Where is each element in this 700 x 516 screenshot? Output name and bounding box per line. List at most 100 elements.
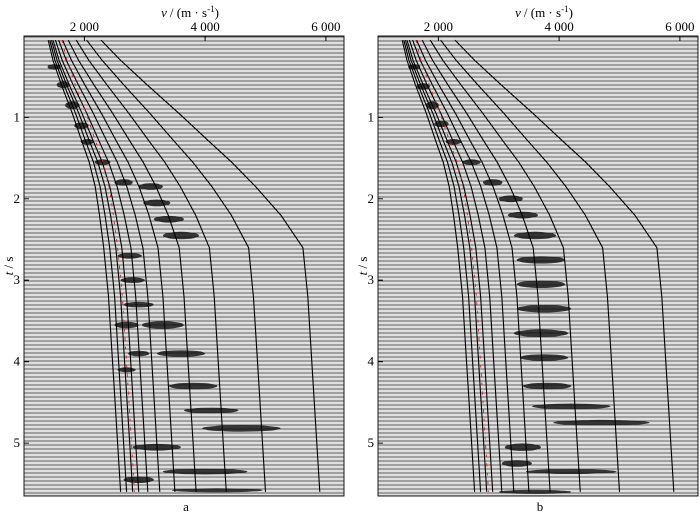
xlabel-sep: /	[524, 5, 531, 20]
x-tick-label: 2 000	[70, 19, 99, 34]
xlabel-unit: (m · s	[177, 5, 207, 20]
xlabel-sep: /	[170, 5, 177, 20]
guide-curve	[62, 39, 176, 492]
energy-blob	[156, 350, 206, 357]
energy-blob	[483, 179, 503, 186]
panel-a-ticks: 2 000 4 000 6 000 1 2 3 4 5	[14, 19, 341, 450]
energy-blob	[516, 305, 572, 313]
xlabel-symbol: v	[161, 5, 167, 20]
y-tick-label: 3	[14, 272, 21, 287]
energy-blob	[507, 211, 538, 219]
energy-blob	[141, 321, 184, 329]
xlabel-exp: -1	[207, 4, 215, 14]
xlabel-unit: (m · s	[531, 5, 561, 20]
guide-curve	[86, 39, 267, 492]
energy-blob	[117, 253, 142, 259]
energy-blob	[513, 329, 569, 337]
energy-blob	[162, 231, 200, 240]
panel-a-background	[24, 36, 344, 496]
energy-blob	[498, 489, 572, 494]
guide-curve	[49, 39, 128, 492]
y-tick-label: 5	[14, 435, 21, 450]
guide-curve	[412, 39, 515, 492]
energy-blob	[143, 199, 171, 207]
xlabel-symbol: v	[515, 5, 521, 20]
y-tick-label: 2	[14, 191, 21, 206]
ylabel-sep: /	[1, 262, 16, 272]
energy-blob	[532, 403, 611, 410]
energy-blob	[513, 231, 557, 240]
panel-b-frame	[377, 35, 699, 497]
x-tick-label: 6 000	[311, 19, 340, 34]
energy-blob	[202, 425, 281, 432]
panel-b-ylabel: t / s	[355, 257, 370, 276]
energy-blob	[519, 354, 569, 361]
ylabel-unit: s	[1, 257, 16, 262]
panel-b-ticks: 2 000 4 000 6 000 1 2 3 4 5	[368, 19, 695, 450]
energy-blob	[74, 122, 89, 129]
y-tick-label: 4	[368, 354, 375, 369]
energy-blob	[120, 277, 145, 284]
guide-curve	[75, 39, 227, 492]
guide-curve	[401, 39, 476, 492]
panel-a-xlabel: v / (m · s-1)	[161, 4, 219, 20]
energy-blob	[522, 382, 572, 390]
ylabel-symbol: t	[355, 271, 370, 275]
ylabel-symbol: t	[1, 271, 16, 275]
energy-blob	[184, 407, 239, 414]
guide-curve	[454, 39, 675, 492]
guide-curve	[52, 39, 140, 492]
guide-curve	[416, 39, 530, 492]
energy-blob	[504, 443, 541, 451]
panel-b-label: b	[537, 499, 544, 514]
energy-blob	[171, 488, 263, 493]
energy-blob	[498, 195, 523, 203]
panel-b-content	[401, 39, 675, 494]
x-tick-label: 4 000	[544, 19, 573, 34]
ylabel-sep: /	[355, 262, 370, 272]
y-tick-label: 1	[14, 109, 21, 124]
x-tick-label: 4 000	[190, 19, 219, 34]
energy-blob	[553, 419, 650, 426]
guide-curve	[67, 39, 197, 492]
guide-curve	[58, 39, 161, 492]
panel-a-frame	[23, 35, 345, 497]
energy-blob	[516, 280, 566, 288]
guide-curve	[421, 39, 551, 492]
energy-blob	[138, 183, 163, 190]
energy-blob	[516, 256, 566, 264]
panel-b-background	[378, 36, 698, 496]
y-tick-label: 5	[368, 435, 375, 450]
guide-curve	[429, 39, 581, 492]
energy-blob	[117, 367, 136, 373]
guide-curve	[406, 39, 494, 492]
xlabel-close: )	[215, 5, 219, 20]
guide-curve	[54, 39, 149, 492]
panel-b-xlabel: v / (m · s-1)	[515, 4, 573, 20]
energy-blob	[501, 460, 532, 467]
guide-curve	[404, 39, 488, 492]
xlabel-exp: -1	[561, 4, 569, 14]
x-tick-label: 2 000	[424, 19, 453, 34]
x-tick-label: 6 000	[665, 19, 694, 34]
panel-a-ylabel: t / s	[1, 257, 16, 276]
xlabel-close: )	[569, 5, 573, 20]
energy-blob	[123, 301, 154, 308]
energy-blob	[525, 469, 617, 474]
y-tick-label: 1	[368, 109, 375, 124]
energy-blob	[123, 476, 154, 484]
y-tick-label: 3	[368, 272, 375, 287]
guide-curve	[440, 39, 621, 492]
panel-a-label: a	[183, 499, 189, 514]
ylabel-unit: s	[355, 257, 370, 262]
y-tick-label: 2	[368, 191, 375, 206]
guide-curve	[100, 39, 321, 492]
guide-curve	[47, 39, 122, 492]
energy-blob	[168, 382, 218, 390]
panel-a-content	[47, 39, 321, 493]
energy-blob	[114, 179, 133, 186]
guide-curve	[408, 39, 503, 492]
